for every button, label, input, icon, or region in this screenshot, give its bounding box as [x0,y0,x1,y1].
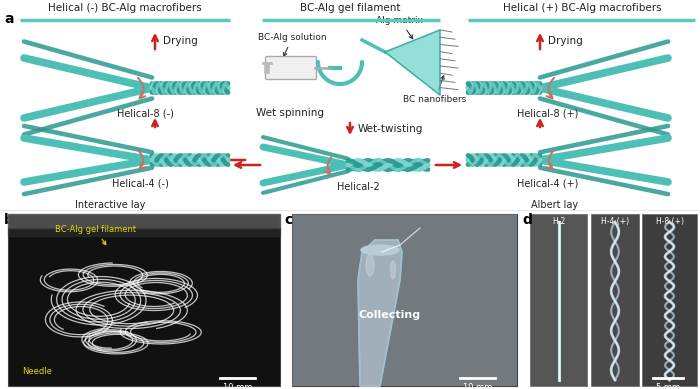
Bar [642,214,697,386]
Text: 5 mm: 5 mm [656,383,680,389]
Text: 10 mm: 10 mm [223,383,253,389]
Text: Needle: Needle [22,368,52,377]
Polygon shape [358,240,402,386]
Text: Alg matrix: Alg matrix [377,16,424,39]
Bar [8,214,280,386]
Text: BC-Alg gel filament: BC-Alg gel filament [55,225,136,245]
Bar [292,214,517,386]
Text: Collecting: Collecting [359,310,421,320]
Text: Interactive lay: Interactive lay [75,200,145,210]
Bar [530,214,587,386]
Ellipse shape [391,261,395,279]
Text: H-2: H-2 [552,217,565,226]
Text: Wet-twisting: Wet-twisting [358,124,424,134]
Text: H-4 (+): H-4 (+) [601,217,629,226]
Text: BC nanofibers: BC nanofibers [403,76,467,104]
Ellipse shape [361,245,399,255]
Text: Helical-8 (+): Helical-8 (+) [517,108,579,118]
Text: Albert lay: Albert lay [531,200,579,210]
Bar [292,214,517,386]
Text: Drying: Drying [548,36,582,46]
Text: Wet spinning: Wet spinning [256,108,324,118]
Text: Helical (+) BC-Alg macrofibers: Helical (+) BC-Alg macrofibers [503,3,662,13]
Text: H-8 (+): H-8 (+) [655,217,683,226]
Ellipse shape [366,254,374,276]
Text: Helical-4 (-): Helical-4 (-) [111,178,169,188]
Text: c: c [284,213,293,227]
Text: b: b [4,213,14,227]
Bar [591,214,639,386]
Polygon shape [385,30,440,95]
Text: Drying: Drying [163,36,197,46]
FancyBboxPatch shape [265,56,316,79]
Text: Helical-8 (-): Helical-8 (-) [117,108,174,118]
Text: Helical-2: Helical-2 [337,182,379,192]
Text: 10 mm: 10 mm [463,383,493,389]
Text: Helical (-) BC-Alg macrofibers: Helical (-) BC-Alg macrofibers [48,3,202,13]
Text: a: a [4,12,13,26]
Text: BC-Alg solution: BC-Alg solution [258,33,327,56]
Text: BC-Alg gel filament: BC-Alg gel filament [300,3,400,13]
Text: Helical-4 (+): Helical-4 (+) [517,178,579,188]
Text: d: d [522,213,532,227]
